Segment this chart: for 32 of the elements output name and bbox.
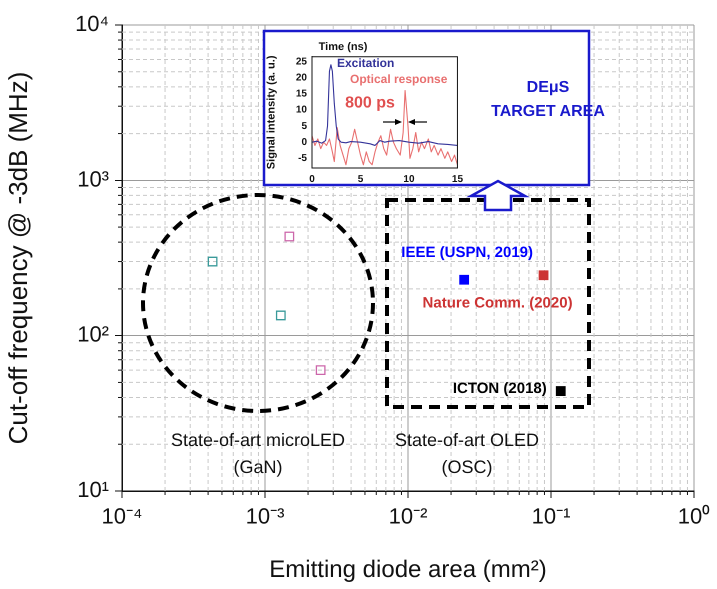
y-tick-label: 15 <box>296 88 308 100</box>
x-axis-title: Time (ns) <box>318 41 368 54</box>
x-tick-label: 0 <box>309 174 316 185</box>
y-tick-label: 5 <box>301 120 308 132</box>
x-axis-title: Emitting diode area (mm²) <box>269 556 547 584</box>
annotation: 800 ps <box>345 94 396 112</box>
x-tick-label: 5 <box>358 174 364 185</box>
x-tick-label: 10⁰ <box>678 503 710 528</box>
series-label: Excitation <box>337 56 394 70</box>
y-tick-label: 10³ <box>77 166 109 192</box>
series-label: IEEE (USPN, 2019) <box>401 244 534 261</box>
annotation: State-of-art OLED (OSC) <box>394 429 540 479</box>
y-tick-label: -5 <box>298 153 308 164</box>
x-tick-label: 10⁻³ <box>246 503 284 528</box>
x-tick-label: 10⁻⁴ <box>102 503 142 528</box>
y-tick-label: 10¹ <box>77 477 109 502</box>
y-tick-label: 20 <box>296 72 308 84</box>
y-tick-label: 25 <box>296 56 308 68</box>
series-label: Nature Comm. (2020) <box>422 294 573 312</box>
x-tick-label: 10⁻¹ <box>532 503 570 528</box>
y-axis-title: Cut-off frequency @ -3dB (MHz) <box>2 72 33 444</box>
series-label: ICTON (2018) <box>452 380 547 398</box>
y-tick-label: 0 <box>301 136 308 148</box>
y-tick-label: 10² <box>77 322 109 347</box>
annotation: State-of-art microLED (GaN) <box>170 429 346 479</box>
y-axis-title: Signal intensity (a. u.) <box>266 55 278 170</box>
y-tick-label: 10 <box>296 104 308 116</box>
x-tick-label: 10⁻² <box>388 503 428 528</box>
x-tick-label: 15 <box>452 174 464 185</box>
x-tick-label: 10 <box>403 174 415 185</box>
y-tick-label: 10⁴ <box>75 11 109 36</box>
series-label: Optical response <box>350 72 448 86</box>
